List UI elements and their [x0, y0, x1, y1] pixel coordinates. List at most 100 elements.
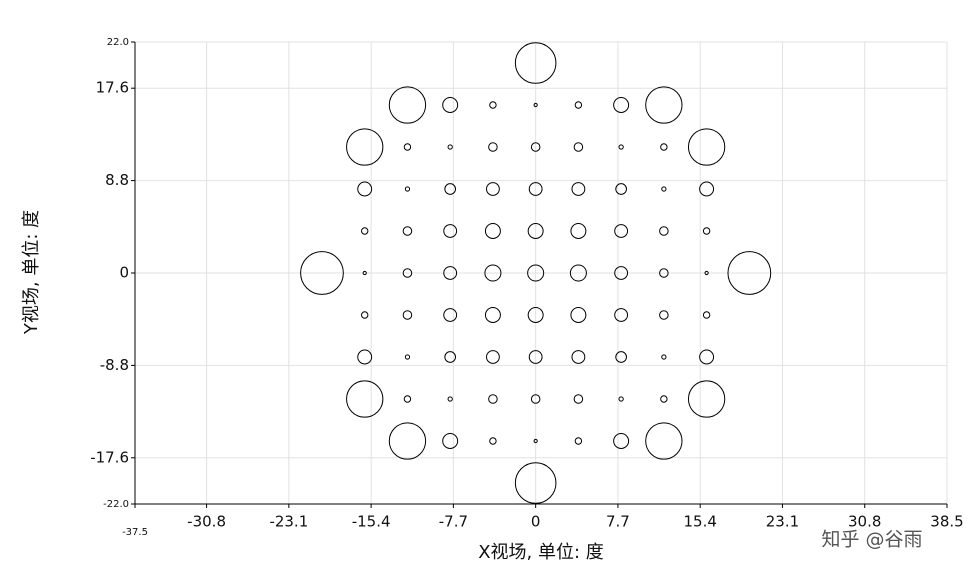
spot: [613, 433, 630, 449]
spot: [660, 395, 668, 403]
spot: [661, 354, 667, 360]
spot: [645, 86, 683, 124]
y-tick-label: 22.0: [107, 37, 129, 48]
spot: [699, 349, 715, 365]
spot: [300, 251, 344, 295]
spot: [486, 182, 500, 196]
spot: [447, 144, 453, 150]
spot: [388, 422, 427, 460]
spot: [443, 308, 458, 322]
x-tick-label: -23.1: [269, 513, 308, 531]
y-tick-label: -22.0: [103, 499, 129, 510]
spot: [447, 396, 453, 402]
spot: [727, 251, 772, 295]
spot: [528, 182, 543, 196]
spot: [615, 351, 627, 363]
spot: [533, 102, 538, 108]
spot: [442, 433, 459, 449]
x-axis-label: X视场, 单位: 度: [478, 542, 604, 563]
spot: [489, 437, 497, 445]
y-tick-label: 17.6: [96, 79, 129, 97]
y-tick-label: -17.6: [90, 448, 129, 466]
spot: [570, 223, 587, 239]
spot: [404, 354, 411, 360]
y-tick-label: -8.8: [100, 356, 129, 374]
spot: [687, 380, 726, 418]
spot: [443, 224, 458, 238]
x-tick-label: 7.7: [606, 513, 630, 531]
spot: [571, 350, 586, 364]
spot: [659, 226, 669, 236]
spot: [346, 128, 384, 166]
spot: [444, 351, 457, 363]
x-tick-label: 23.1: [766, 513, 799, 531]
spot: [645, 422, 683, 460]
spot: [614, 224, 629, 238]
watermark: 知乎 @谷雨: [821, 529, 922, 551]
spot: [574, 101, 583, 109]
spot: [361, 311, 369, 319]
spot: [357, 181, 373, 197]
spot: [442, 97, 459, 113]
spot: [402, 268, 413, 278]
spot: [702, 311, 711, 319]
spot: [527, 307, 544, 323]
spot: [484, 223, 501, 239]
spot: [357, 349, 373, 365]
spot: [403, 143, 412, 151]
spot: [573, 142, 584, 152]
spot: [618, 396, 624, 402]
spot: [613, 97, 630, 113]
x-tick-label: -30.8: [187, 513, 226, 531]
spot: [702, 227, 711, 235]
spot: [443, 266, 458, 280]
x-tick-label: 30.8: [848, 513, 881, 531]
spot: [484, 307, 501, 323]
spot: [488, 394, 498, 404]
spot: [388, 86, 427, 124]
y-axis-label: Y视场, 单位: 度: [21, 210, 42, 335]
spot: [530, 394, 541, 404]
spot: [444, 183, 457, 195]
spot: [527, 223, 544, 239]
spot: [574, 437, 583, 445]
spot: [528, 350, 543, 364]
spot: [530, 142, 541, 152]
x-tick-label: 15.4: [683, 513, 716, 531]
spot: [614, 308, 629, 322]
spot: [661, 186, 667, 192]
spot: [404, 186, 411, 192]
spot: [514, 462, 557, 504]
spot: [699, 181, 715, 197]
x-tick-label: -15.4: [352, 513, 391, 531]
spot: [659, 268, 669, 278]
spot: [402, 310, 413, 320]
spot: [569, 264, 587, 282]
spot: [687, 128, 726, 166]
spot: [527, 264, 545, 282]
spot: [615, 183, 627, 195]
spot: [704, 270, 709, 276]
x-tick-label: 38.5: [930, 513, 963, 531]
spot: [570, 307, 587, 323]
spot: [618, 144, 624, 150]
spot: [533, 438, 538, 444]
spot: [402, 226, 413, 236]
x-tick-label: -37.5: [122, 527, 148, 538]
spot: [346, 380, 384, 418]
spot: [489, 101, 497, 109]
spot: [486, 350, 500, 364]
spot: [484, 264, 502, 282]
y-tick-label: 0: [119, 264, 129, 282]
spot: [571, 182, 586, 196]
x-tick-label: 0: [531, 513, 541, 531]
spot: [659, 310, 669, 320]
spot: [660, 143, 668, 151]
spot: [403, 395, 412, 403]
spot: [614, 266, 629, 280]
spot: [488, 142, 498, 152]
spot: [362, 270, 367, 276]
spot: [514, 42, 557, 84]
y-tick-label: 8.8: [105, 171, 129, 189]
